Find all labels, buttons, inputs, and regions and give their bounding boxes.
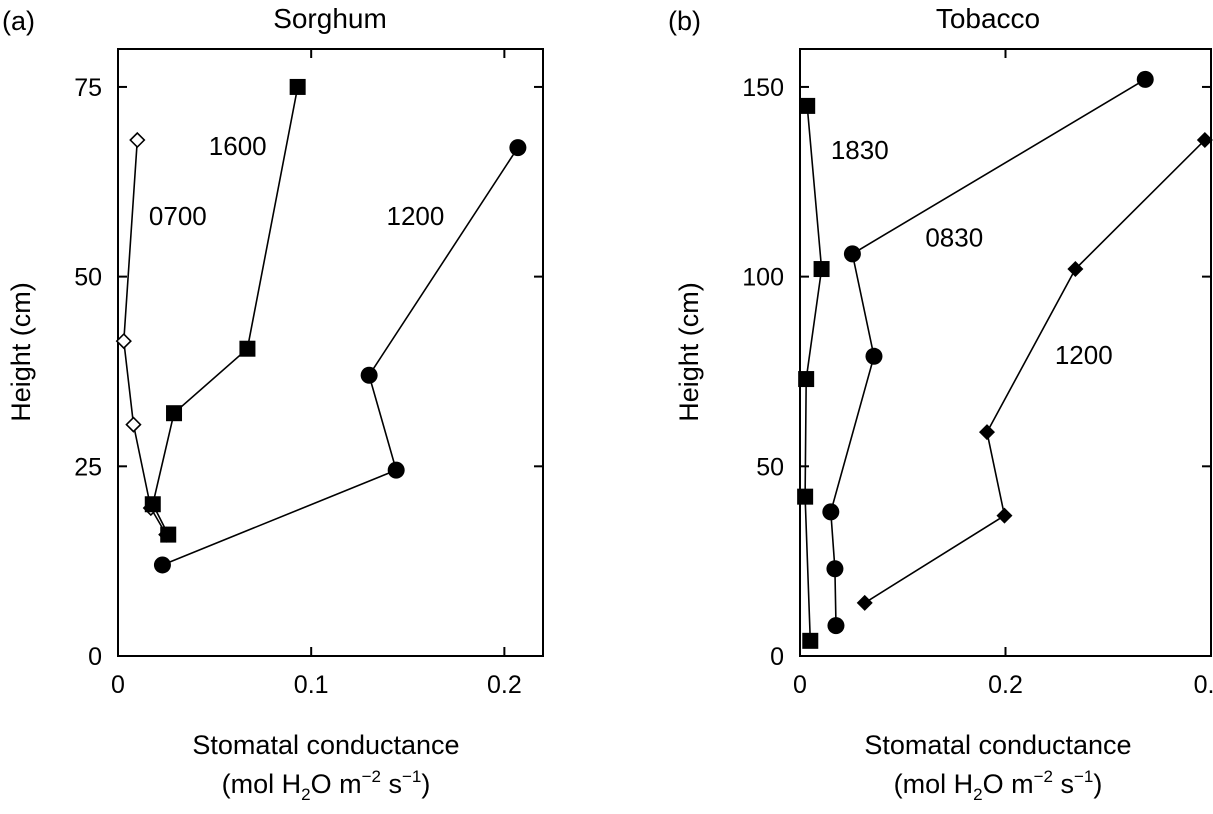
data-point-diamond [979,424,996,441]
x-tick-label: 0.2 [487,671,522,699]
y-tick-label: 150 [742,74,784,102]
data-point-circle [387,461,405,479]
tobacco-y-ticks: 0 50 100 150 [742,74,1211,671]
tobacco-series [797,70,1213,649]
series-annotation-1830: 1830 [831,135,889,165]
data-point-circle [827,617,845,635]
series-annotation-0700: 0700 [149,201,207,231]
x-tick-label: 0.2 [988,671,1023,699]
y-tick-label: 0 [770,643,784,671]
data-point-circle [153,556,171,574]
sorghum-series [115,78,527,574]
sorghum-y-ticks: 0 25 50 75 [74,74,543,671]
data-point-circle [865,347,883,365]
series-line-0830 [829,78,1146,626]
y-tick-label: 50 [74,264,102,292]
data-point-open-diamond [125,416,142,433]
sorghum-title: Sorghum [273,3,387,34]
data-point-circle [360,366,378,384]
panel-label-b: (b) [668,6,701,36]
x-tick-label: 0.1 [294,671,329,699]
data-point-square [160,526,177,543]
data-point-diamond [856,594,873,611]
data-point-open-diamond [129,131,146,149]
series-line-1200 [162,147,519,566]
data-point-circle [509,139,527,157]
series-annotation-1200: 1200 [387,201,445,231]
data-point-square [798,371,815,388]
data-point-square [239,340,256,357]
panel-label-a: (a) [2,6,35,36]
sorghum-x-axis-label: Stomatal conductance [192,730,459,760]
sorghum-plot-frame [117,48,544,657]
tobacco-x-axis-unit: (mol H2O m−2 s−1) [894,767,1103,804]
data-point-diamond [1196,132,1213,149]
tobacco-x-axis-label: Stomatal conductance [864,730,1131,760]
tobacco-panel: (b) Tobacco 0 0.2 0.4 0 50 100 150 1830 0830 12… [668,3,1213,804]
series-line-1200 [864,139,1206,604]
data-point-diamond [1067,261,1084,278]
series-annotation-1600: 1600 [209,131,267,161]
data-point-square [799,97,816,114]
sorghum-annotations: 0700 1600 1200 [149,131,444,231]
data-point-circle [843,245,861,263]
x-tick-label: 0 [793,671,807,699]
y-tick-label: 50 [756,453,784,481]
tobacco-title: Tobacco [936,3,1040,34]
data-point-square [813,261,830,278]
data-point-square [144,496,161,513]
data-point-square [802,632,819,649]
sorghum-y-axis-label: Height (cm) [6,282,36,422]
sorghum-panel: (a) Sorghum 0 0.1 0.2 0 25 50 75 0700 1600 1200… [2,3,544,804]
data-point-square [797,488,814,505]
x-tick-label: 0 [111,671,125,699]
x-tick-label: 0.4 [1194,671,1213,699]
data-point-circle [822,503,840,521]
y-tick-label: 100 [742,264,784,292]
tobacco-x-ticks: 0 0.2 0.4 [793,49,1213,699]
y-tick-label: 25 [74,453,102,481]
data-point-circle [826,560,844,578]
series-annotation-0830: 0830 [925,222,983,252]
y-tick-label: 0 [88,643,102,671]
y-tick-label: 75 [74,74,102,102]
data-point-square [166,405,183,422]
series-annotation-1200: 1200 [1055,340,1113,370]
tobacco-y-axis-label: Height (cm) [674,282,704,422]
tobacco-annotations: 1830 0830 1200 [831,135,1113,370]
data-point-diamond [996,507,1013,524]
data-point-circle [1136,70,1154,88]
data-point-open-diamond [115,332,132,350]
data-point-square [289,78,306,95]
sorghum-x-axis-unit: (mol H2O m−2 s−1) [222,767,431,804]
sorghum-x-ticks: 0 0.1 0.2 [111,49,522,699]
